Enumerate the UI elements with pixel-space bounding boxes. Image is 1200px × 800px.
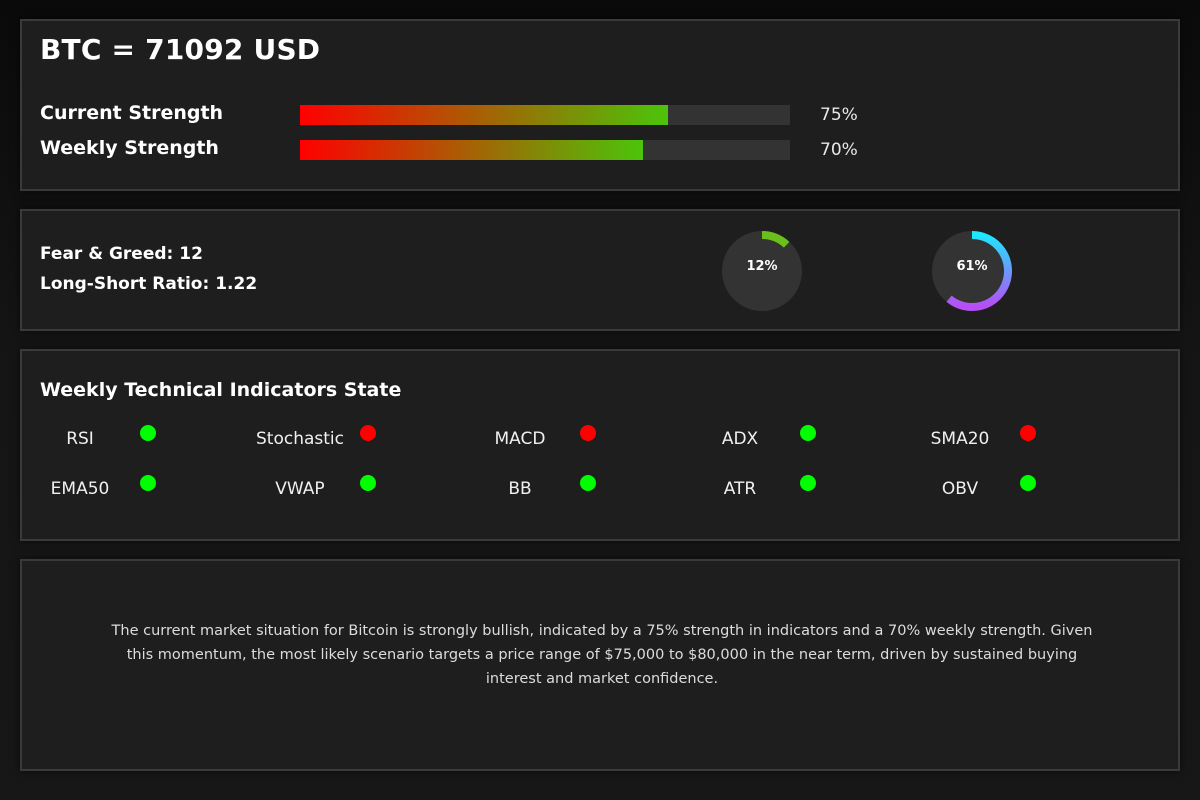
long-short-label: Long-Short Ratio: 1.22 <box>40 274 258 294</box>
weekly-strength-value: 70% <box>820 140 858 160</box>
weekly-strength-fill <box>300 140 643 160</box>
indicator-item: RSI <box>20 423 220 453</box>
long-short-gauge: 61% <box>930 229 1014 313</box>
indicator-name-bb: BB <box>508 479 532 499</box>
fear-greed-gauge: 12% <box>720 229 804 313</box>
indicator-dot-obv <box>1020 475 1036 491</box>
indicator-name-macd: MACD <box>494 429 546 449</box>
current-strength-label: Current Strength <box>40 102 224 124</box>
sentiment-panel: Fear & Greed: 12 Long-Short Ratio: 1.22 … <box>20 209 1180 331</box>
indicator-item: Stochastic <box>240 423 440 453</box>
indicator-dot-adx <box>800 425 816 441</box>
indicator-dot-rsi <box>140 425 156 441</box>
indicator-name-ema50: EMA50 <box>50 479 110 499</box>
indicator-item: VWAP <box>240 473 440 503</box>
summary-panel: The current market situation for Bitcoin… <box>20 559 1180 771</box>
long-short-gauge-svg <box>932 231 1012 311</box>
indicators-panel: Weekly Technical Indicators State RSI St… <box>20 349 1180 541</box>
indicator-dot-stochastic <box>360 425 376 441</box>
indicator-item: EMA50 <box>20 473 220 503</box>
current-strength-fill <box>300 105 668 125</box>
weekly-strength-bar <box>300 140 790 160</box>
current-strength-value: 75% <box>820 105 858 125</box>
long-short-gauge-bg <box>932 231 1012 311</box>
indicator-item: SMA20 <box>900 423 1100 453</box>
indicator-dot-vwap <box>360 475 376 491</box>
indicator-dot-atr <box>800 475 816 491</box>
weekly-strength-label: Weekly Strength <box>40 137 219 159</box>
indicator-name-rsi: RSI <box>66 429 94 449</box>
indicator-item: BB <box>460 473 660 503</box>
fear-greed-gauge-value: 12% <box>746 259 778 274</box>
indicator-dot-bb <box>580 475 596 491</box>
page-title: BTC = 71092 USD <box>40 33 321 66</box>
price-strength-panel: BTC = 71092 USD Current Strength 75% Wee… <box>20 19 1180 191</box>
indicator-item: MACD <box>460 423 660 453</box>
indicator-name-stochastic: Stochastic <box>256 429 344 449</box>
indicator-item: ADX <box>680 423 880 453</box>
indicator-name-obv: OBV <box>941 479 979 499</box>
long-short-gauge-value: 61% <box>956 259 988 274</box>
fear-greed-gauge-svg <box>722 231 802 311</box>
indicator-name-adx: ADX <box>721 429 759 449</box>
fear-greed-gauge-arc <box>761 231 790 248</box>
indicator-name-vwap: VWAP <box>275 479 325 499</box>
market-summary-text: The current market situation for Bitcoin… <box>111 623 1093 687</box>
indicator-dot-macd <box>580 425 596 441</box>
indicator-name-atr: ATR <box>723 479 757 499</box>
indicator-dot-ema50 <box>140 475 156 491</box>
long-short-gauge-arc <box>946 231 1012 311</box>
fear-greed-gauge-bg <box>722 231 802 311</box>
current-strength-bar <box>300 105 790 125</box>
indicator-dot-sma20 <box>1020 425 1036 441</box>
indicator-item: OBV <box>900 473 1100 503</box>
indicators-title: Weekly Technical Indicators State <box>40 379 402 401</box>
fear-greed-label: Fear & Greed: 12 <box>40 244 203 264</box>
indicator-item: ATR <box>680 473 880 503</box>
indicator-name-sma20: SMA20 <box>930 429 990 449</box>
